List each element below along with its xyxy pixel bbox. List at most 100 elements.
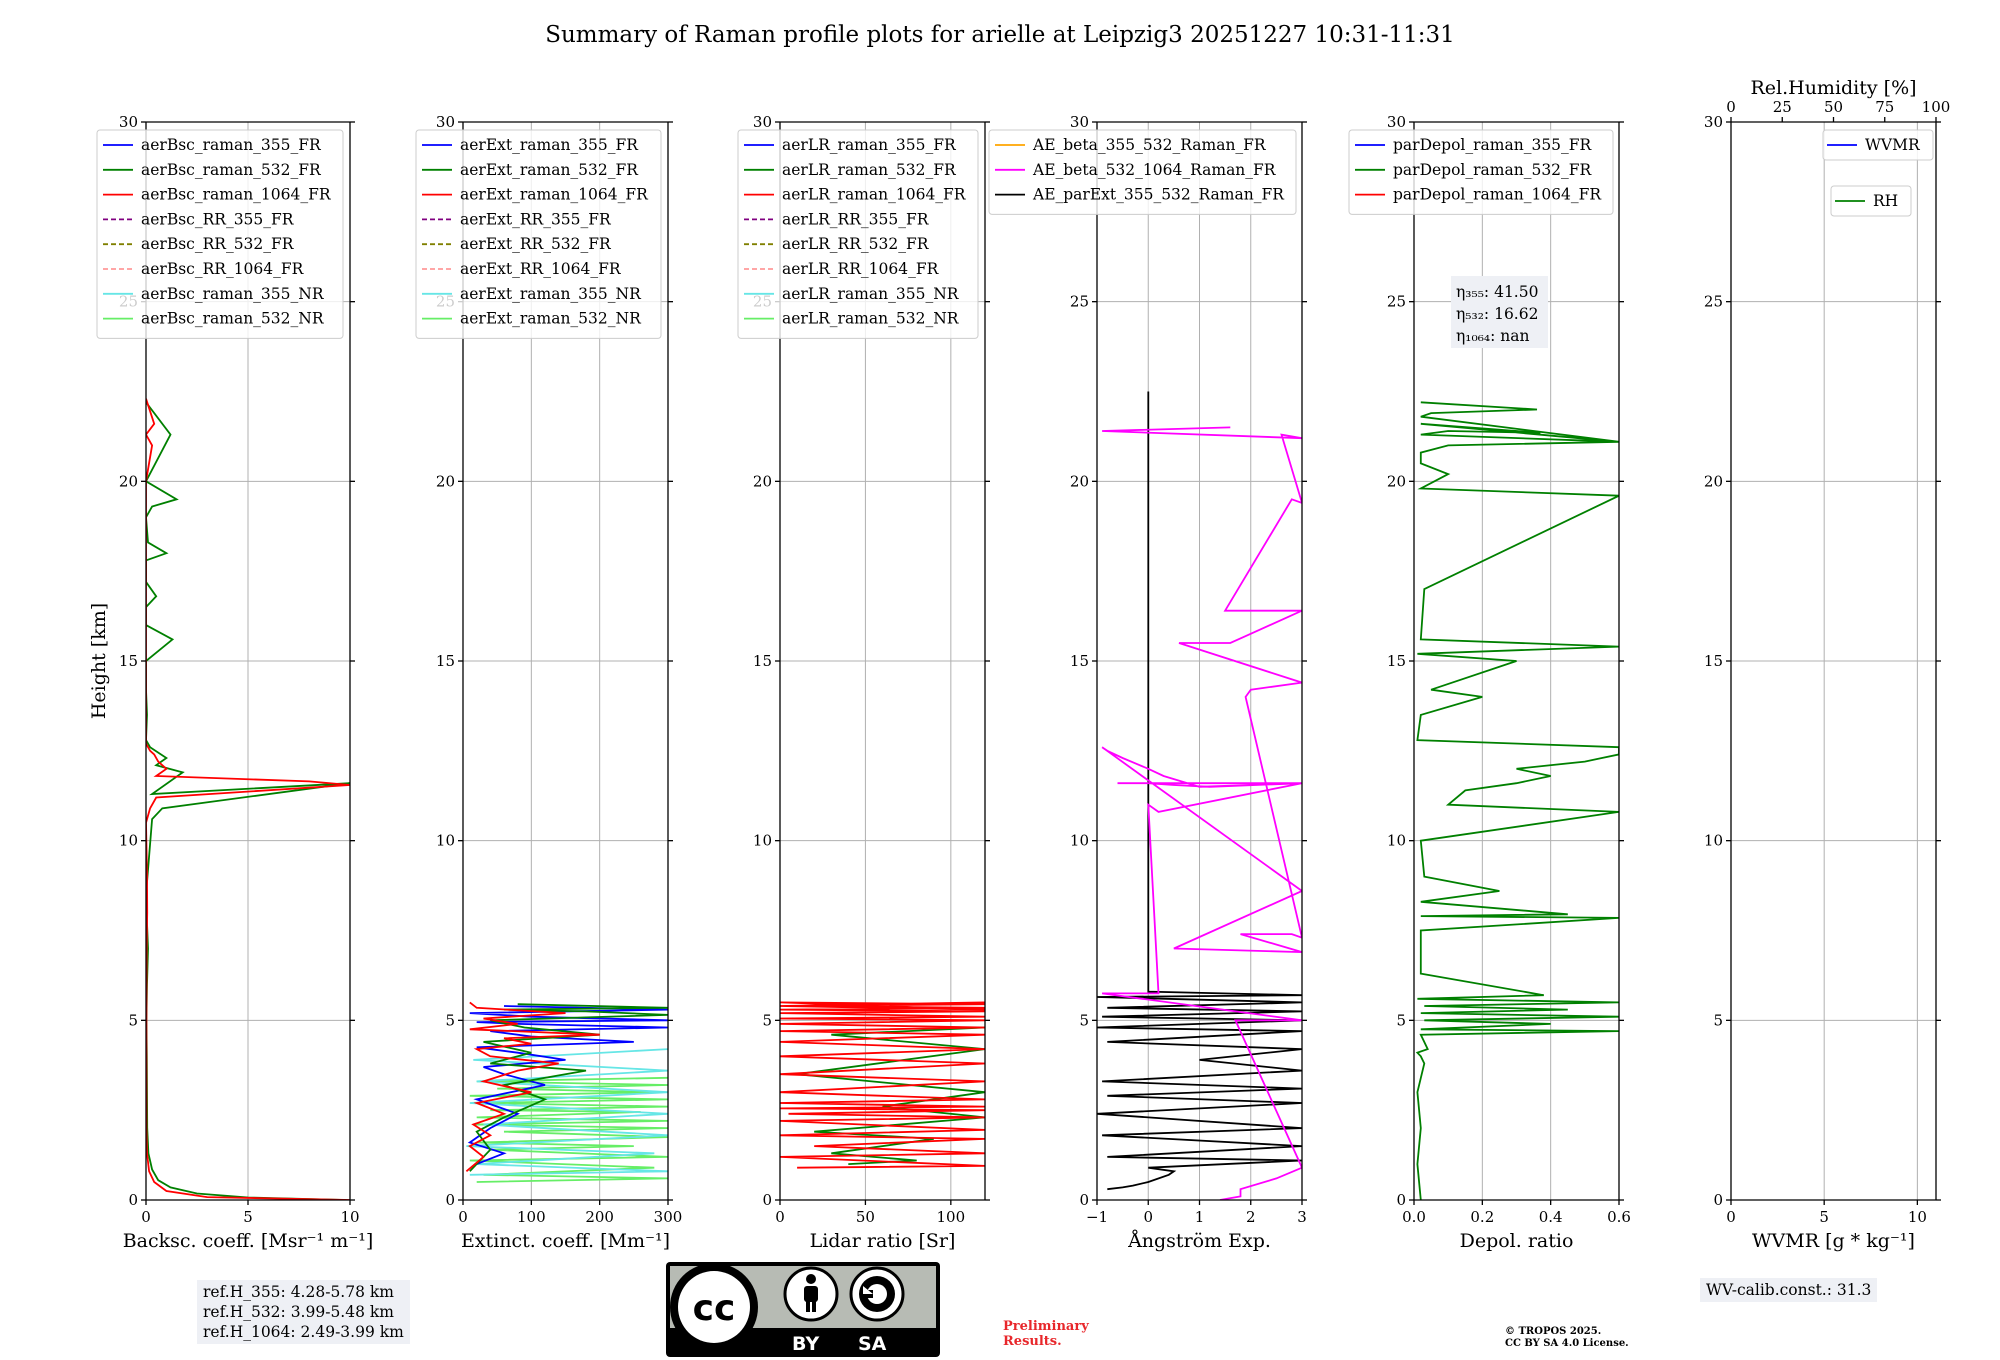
- y-tick-label: 30: [1704, 113, 1723, 131]
- y-tick-label: 25: [1387, 293, 1406, 311]
- legend-label: aerLR_raman_1064_FR: [782, 186, 967, 204]
- x-tick-label: 50: [856, 1208, 875, 1226]
- series-AE_parExt_355_532_Raman_FR: [1097, 391, 1302, 1191]
- y-tick-label: 20: [436, 472, 455, 490]
- legend-label: aerExt_raman_355_FR: [460, 136, 639, 154]
- y-tick-label: 20: [1704, 472, 1723, 490]
- series-aerExt_raman_532_NR: [469, 1076, 668, 1183]
- x-tick-label: 0: [458, 1208, 468, 1226]
- depol-eta-annotation: η₃₅₅: 41.50 η₅₃₂: 16.62 η₁₀₆₄: nan: [1451, 276, 1548, 348]
- legend-label: aerExt_raman_532_NR: [460, 310, 642, 328]
- y-tick-label: 15: [1387, 652, 1406, 670]
- y-tick-label: 30: [436, 113, 455, 131]
- cc-sa-label: SA: [858, 1333, 887, 1355]
- legend-label: aerLR_RR_355_FR: [782, 210, 930, 228]
- series-aerExt_raman_355_NR: [466, 1048, 668, 1176]
- y-tick-label: 0: [1713, 1191, 1723, 1209]
- series-aerLR_raman_1064_FR: [780, 1001, 985, 1169]
- legend-label: WVMR: [1865, 136, 1921, 154]
- series-aerBsc_raman_532_FR: [146, 401, 350, 1200]
- x-axis-label: Depol. ratio: [1460, 1230, 1574, 1252]
- x-tick-label: 0: [1726, 1208, 1736, 1226]
- legend-frame: [988, 129, 1297, 215]
- cc-by-label: BY: [792, 1333, 820, 1355]
- y-tick-label: 5: [128, 1011, 138, 1029]
- y-tick-label: 20: [1070, 472, 1089, 490]
- y-tick-label: 5: [1713, 1011, 1723, 1029]
- y-tick-label: 10: [119, 832, 138, 850]
- y-tick-label: 30: [119, 113, 138, 131]
- y-tick-label: 10: [1387, 832, 1406, 850]
- legend: aerBsc_raman_355_FR aerBsc_raman_532_FRae…: [96, 129, 344, 339]
- legend-frame: [737, 129, 979, 339]
- y-tick-label: 15: [119, 652, 138, 670]
- series-aerBsc_raman_1064_FR: [146, 398, 350, 1200]
- legend-label: RH: [1873, 192, 1898, 210]
- x-tick-label: 100: [937, 1208, 966, 1226]
- figure-title: Summary of Raman profile plots for ariel…: [545, 22, 1455, 48]
- cc-icon: cc: [670, 1263, 758, 1351]
- x-tick-label: 0.2: [1470, 1208, 1494, 1226]
- y-axis-label: Height [km]: [88, 603, 110, 719]
- y-tick-label: 20: [753, 472, 772, 490]
- top-x-tick-label: 25: [1773, 98, 1792, 116]
- legend-label: AE_beta_355_532_Raman_FR: [1032, 136, 1267, 154]
- x-tick-label: 100: [517, 1208, 546, 1226]
- panel-backscatter: 0510152025300510Backsc. coeff. [Msr⁻¹ m⁻…: [88, 113, 373, 1252]
- share-alike-icon: [849, 1266, 905, 1322]
- reference-height-box: ref.H_355: 4.28-5.78 km ref.H_532: 3.99-…: [197, 1280, 410, 1344]
- top-x-axis-label: Rel.Humidity [%]: [1750, 77, 1916, 99]
- legend-label: aerLR_RR_1064_FR: [782, 260, 940, 278]
- y-tick-label: 0: [1396, 1191, 1406, 1209]
- y-tick-label: 30: [753, 113, 772, 131]
- legend-label: AE_beta_532_1064_Raman_FR: [1032, 161, 1277, 179]
- svg-text:cc: cc: [693, 1288, 736, 1329]
- y-tick-label: 0: [762, 1191, 772, 1209]
- wv-calibration-box: WV-calib.const.: 31.3: [1700, 1278, 1878, 1302]
- cc-badge-icons: cc: [670, 1263, 905, 1351]
- y-tick-label: 25: [1704, 293, 1723, 311]
- legend-label: AE_parExt_355_532_Raman_FR: [1032, 186, 1285, 204]
- x-tick-label: 5: [243, 1208, 253, 1226]
- y-tick-label: 15: [436, 652, 455, 670]
- legend-label: aerBsc_raman_355_NR: [141, 285, 325, 303]
- legend-label: aerBsc_raman_1064_FR: [141, 186, 332, 204]
- legend-label: aerExt_RR_532_FR: [460, 235, 612, 253]
- legend-label: aerExt_RR_355_FR: [460, 210, 612, 228]
- legend-label: aerBsc_RR_1064_FR: [141, 260, 305, 278]
- panel-extinction: 0510152025300100200300Extinct. coeff. [M…: [415, 113, 682, 1252]
- x-tick-label: 3: [1297, 1208, 1307, 1226]
- y-tick-label: 10: [436, 832, 455, 850]
- x-tick-label: 200: [585, 1208, 614, 1226]
- copyright-note: © TROPOS 2025. CC BY SA 4.0 License.: [1505, 1326, 1629, 1349]
- x-tick-label: 2: [1246, 1208, 1256, 1226]
- y-tick-label: 5: [762, 1011, 772, 1029]
- x-tick-label: −1: [1086, 1208, 1108, 1226]
- legend-frame: [415, 129, 662, 339]
- y-tick-label: 15: [753, 652, 772, 670]
- x-tick-label: 0: [1143, 1208, 1153, 1226]
- top-x-tick-label: 100: [1922, 98, 1951, 116]
- legend-label: aerExt_raman_532_FR: [460, 161, 639, 179]
- legend-label: parDepol_raman_355_FR: [1393, 136, 1593, 154]
- x-tick-label: 0.4: [1539, 1208, 1563, 1226]
- x-axis-label: WVMR [g * kg⁻¹]: [1752, 1230, 1915, 1252]
- y-tick-label: 20: [119, 472, 138, 490]
- legend-box-RH: RH: [1830, 185, 1912, 217]
- legend-frame: [1822, 129, 1934, 161]
- top-x-tick-label: 75: [1875, 98, 1894, 116]
- legend: aerLR_raman_355_FR aerLR_raman_532_FR aerL…: [737, 129, 979, 339]
- series-parDepol_raman_532_FR: [1415, 401, 1619, 1200]
- legend-label: aerBsc_raman_532_NR: [141, 310, 325, 328]
- x-axis-label: Backsc. coeff. [Msr⁻¹ m⁻¹]: [123, 1230, 374, 1252]
- legend-label: aerLR_raman_355_NR: [782, 285, 960, 303]
- legend-label: parDepol_raman_532_FR: [1393, 161, 1593, 179]
- legend-frame: [1830, 185, 1912, 217]
- y-tick-label: 0: [128, 1191, 138, 1209]
- legend: AE_beta_355_532_Raman_FR AE_beta_532_1064…: [988, 129, 1297, 215]
- legend-label: aerBsc_RR_532_FR: [141, 235, 295, 253]
- x-axis-label: Lidar ratio [Sr]: [810, 1230, 956, 1252]
- x-tick-label: 10: [1908, 1208, 1927, 1226]
- x-tick-label: 1: [1195, 1208, 1205, 1226]
